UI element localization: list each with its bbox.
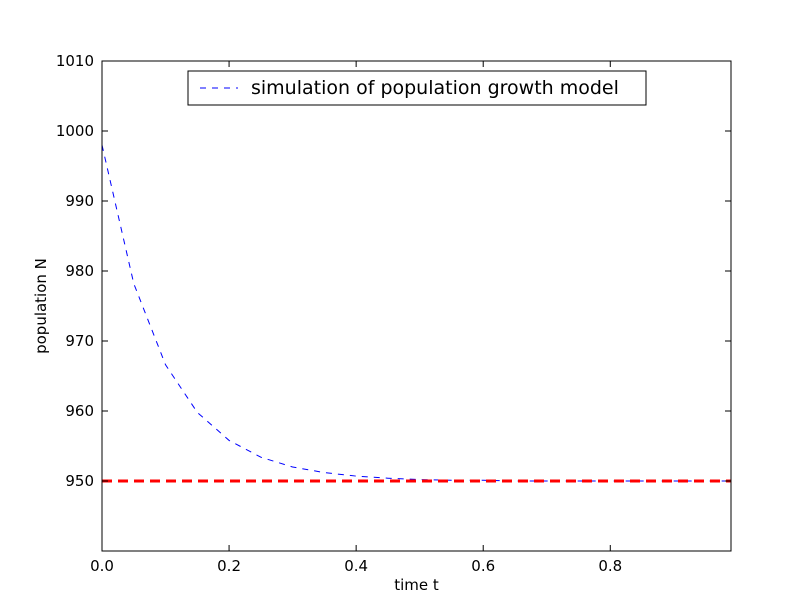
y-tick-label: 1000 [56, 122, 94, 140]
y-tick-label: 970 [65, 332, 94, 350]
y-tick-label: 960 [65, 402, 94, 420]
series-layer [101, 144, 731, 483]
y-axis-label: population N [32, 258, 50, 354]
ticks-layer: 0.0 0.2 0.4 0.6 0.8 950 960 970 980 990 1000 1010 [56, 52, 731, 575]
y-tick-label: 950 [65, 472, 94, 490]
plot-frame [101, 60, 732, 552]
series-line-simulation [101, 144, 731, 482]
legend-entry-simulation: simulation of population growth model [251, 77, 619, 99]
x-tick-label: 0.2 [217, 557, 241, 575]
x-tick-label: 0.0 [90, 557, 114, 575]
x-tick-label: 0.4 [344, 557, 368, 575]
x-tick-label: 0.8 [598, 557, 622, 575]
legend-box [187, 70, 647, 106]
y-tick-label: 1010 [56, 52, 94, 70]
y-tick-label: 990 [65, 192, 94, 210]
x-axis-label: time t [394, 576, 439, 594]
x-tick-label: 0.6 [471, 557, 495, 575]
legend: simulation of population growth model [187, 70, 647, 106]
y-tick-label: 980 [65, 262, 94, 280]
